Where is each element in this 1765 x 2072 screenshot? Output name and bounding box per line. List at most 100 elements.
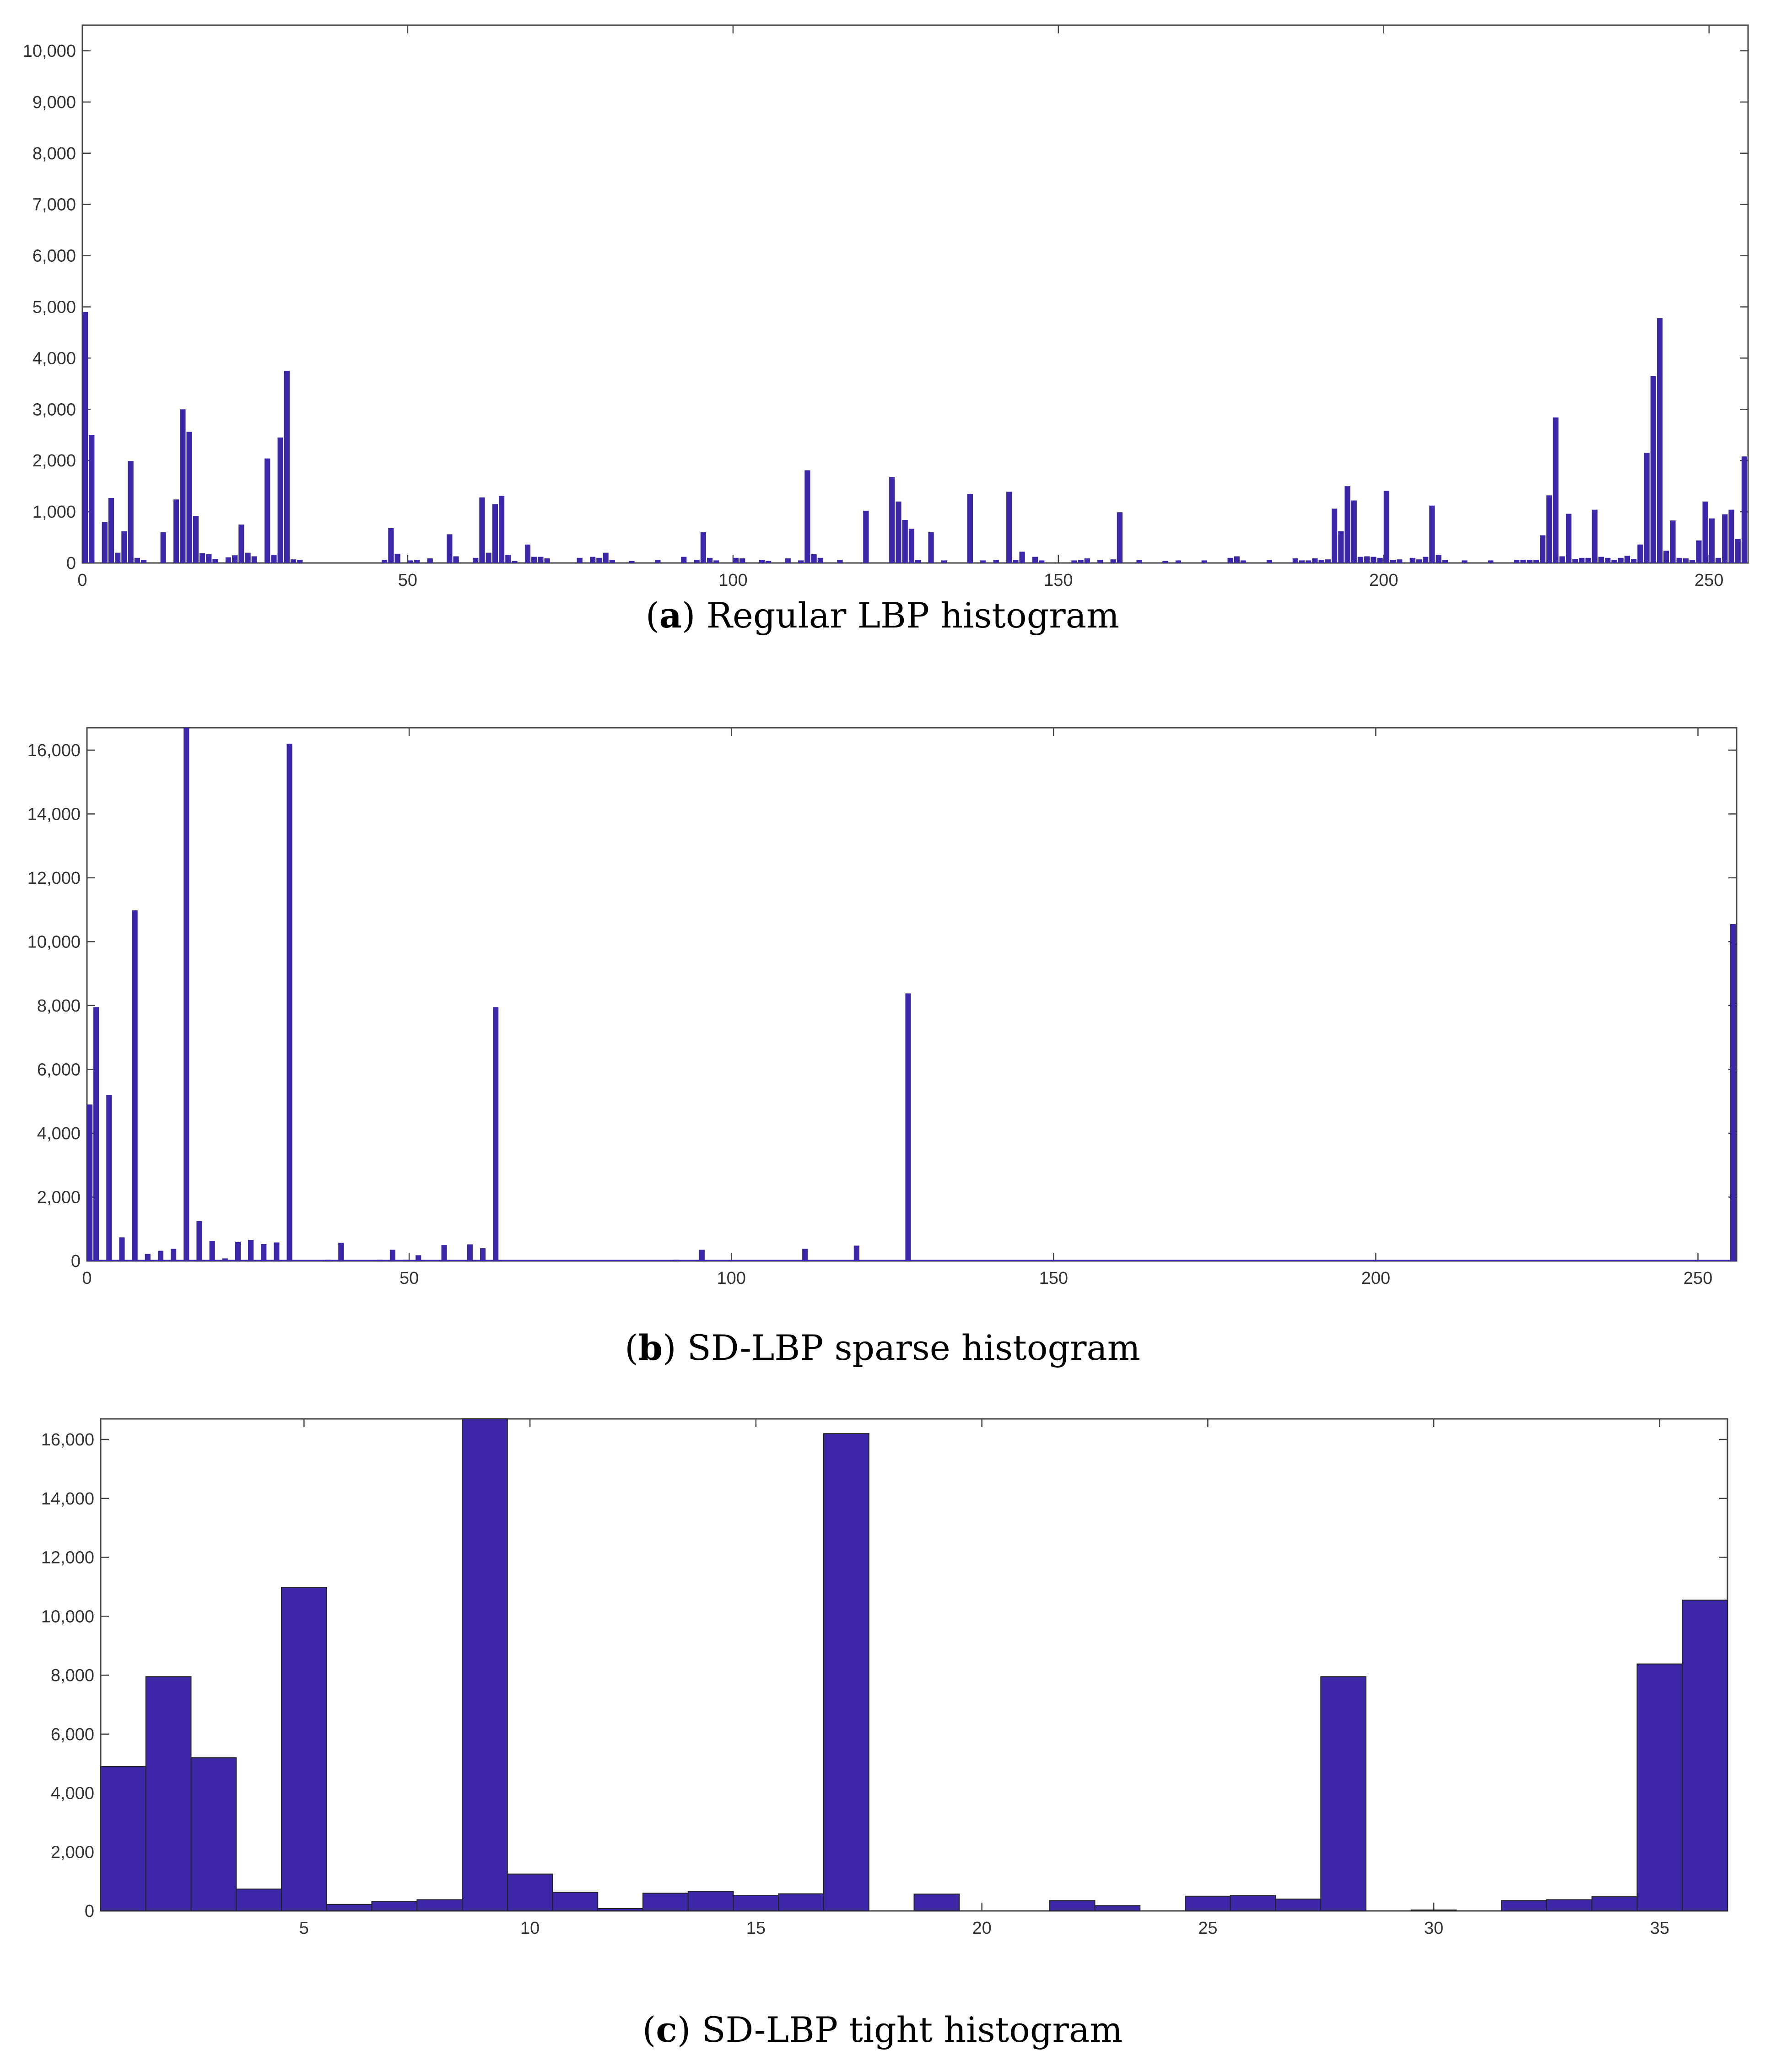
bar xyxy=(196,1221,202,1261)
y-tick-label: 16,000 xyxy=(27,741,81,760)
bar xyxy=(108,498,114,563)
bar xyxy=(286,743,292,1261)
x-tick-label: 200 xyxy=(1361,1269,1390,1288)
bar xyxy=(1332,509,1338,563)
bar xyxy=(896,501,901,563)
bar xyxy=(1078,560,1084,563)
bar xyxy=(1741,456,1748,563)
x-tick-label: 50 xyxy=(399,1269,419,1288)
bar xyxy=(1409,557,1415,563)
bar xyxy=(1110,559,1116,563)
bar xyxy=(1019,552,1025,563)
bar xyxy=(1501,1900,1547,1912)
bar xyxy=(1320,1676,1366,1911)
bar xyxy=(102,522,108,563)
bar xyxy=(251,556,257,563)
bar xyxy=(492,504,498,563)
bar xyxy=(1136,560,1142,563)
bar xyxy=(1306,560,1312,563)
bar xyxy=(1292,558,1298,563)
x-tick-label: 30 xyxy=(1424,1919,1443,1938)
bar xyxy=(733,557,739,563)
bar xyxy=(416,1899,463,1912)
bar xyxy=(238,525,244,563)
bar xyxy=(453,556,459,563)
bar xyxy=(1644,453,1650,563)
caption-b-text: SD-LBP sparse histogram xyxy=(676,1327,1140,1368)
y-tick-label: 10,000 xyxy=(27,932,81,952)
x-tick-label: 35 xyxy=(1650,1919,1669,1938)
bar xyxy=(1312,558,1318,563)
bar xyxy=(1624,556,1630,563)
bar xyxy=(1592,509,1598,563)
bar xyxy=(908,529,915,563)
bar xyxy=(284,371,290,563)
bar xyxy=(1429,505,1435,563)
bar xyxy=(180,409,186,563)
bar xyxy=(115,552,121,563)
bar xyxy=(100,1766,146,1911)
bar xyxy=(538,557,544,563)
y-tick-label: 8,000 xyxy=(32,144,76,163)
bar xyxy=(1488,560,1494,563)
bar xyxy=(1663,551,1669,563)
bar xyxy=(232,555,238,563)
bar xyxy=(82,312,88,563)
bar xyxy=(707,557,713,563)
bar xyxy=(1442,560,1448,563)
bar xyxy=(371,1901,418,1912)
caption-c-text: SD-LBP tight histogram xyxy=(691,2009,1123,2050)
bar xyxy=(863,510,869,563)
bar xyxy=(248,1239,254,1261)
bar xyxy=(145,1676,192,1911)
bar xyxy=(106,1095,112,1261)
bar xyxy=(1636,1663,1683,1911)
x-tick-label: 0 xyxy=(82,1269,92,1288)
bar xyxy=(121,531,127,563)
bar xyxy=(1227,557,1233,563)
x-tick-label: 10 xyxy=(520,1919,540,1938)
bar xyxy=(1162,561,1168,563)
bar xyxy=(596,557,602,563)
bar xyxy=(414,560,420,563)
bar xyxy=(1117,512,1123,563)
bar xyxy=(1676,557,1682,563)
y-tick-label: 1,000 xyxy=(32,503,76,522)
bar xyxy=(1377,557,1383,563)
bar xyxy=(1559,556,1565,563)
bar xyxy=(1071,560,1077,563)
bar xyxy=(915,560,921,563)
bar xyxy=(119,1237,125,1261)
bar xyxy=(1514,560,1520,563)
bar xyxy=(277,437,283,563)
bar xyxy=(1371,557,1376,563)
y-tick-label: 4,000 xyxy=(37,1124,81,1143)
bar xyxy=(853,1245,859,1261)
y-tick-label: 6,000 xyxy=(32,247,76,266)
y-tick-label: 3,000 xyxy=(32,400,76,419)
bar xyxy=(184,728,189,1261)
bar xyxy=(1234,556,1240,563)
y-tick-label: 10,000 xyxy=(23,42,76,61)
bar xyxy=(479,497,485,563)
bar xyxy=(1689,560,1695,563)
bar xyxy=(1275,1899,1322,1911)
bar xyxy=(281,1587,327,1911)
bar xyxy=(1357,557,1364,563)
chart-b: 0 2,000 4,000 6,000 8,000 10,000 12,000 14,000 1… xyxy=(27,727,1738,1288)
bar xyxy=(145,1254,151,1261)
bar xyxy=(1185,1895,1231,1911)
caption-a: (a) Regular LBP histogram xyxy=(645,595,1120,636)
bar xyxy=(1730,924,1736,1261)
bar xyxy=(186,432,192,563)
bar xyxy=(462,1418,508,1911)
bar xyxy=(1683,558,1689,563)
chart-c: 0 2,000 4,000 6,000 8,000 10,000 12,000 14,000 1… xyxy=(41,1418,1728,1938)
bar xyxy=(759,560,765,563)
y-tick-label: 12,000 xyxy=(41,1548,94,1568)
bar xyxy=(531,557,537,563)
y-tick-label: 9,000 xyxy=(32,93,76,112)
bar xyxy=(902,520,908,563)
x-tick-label: 250 xyxy=(1684,1269,1712,1288)
y-tick-label: 7,000 xyxy=(32,195,76,215)
